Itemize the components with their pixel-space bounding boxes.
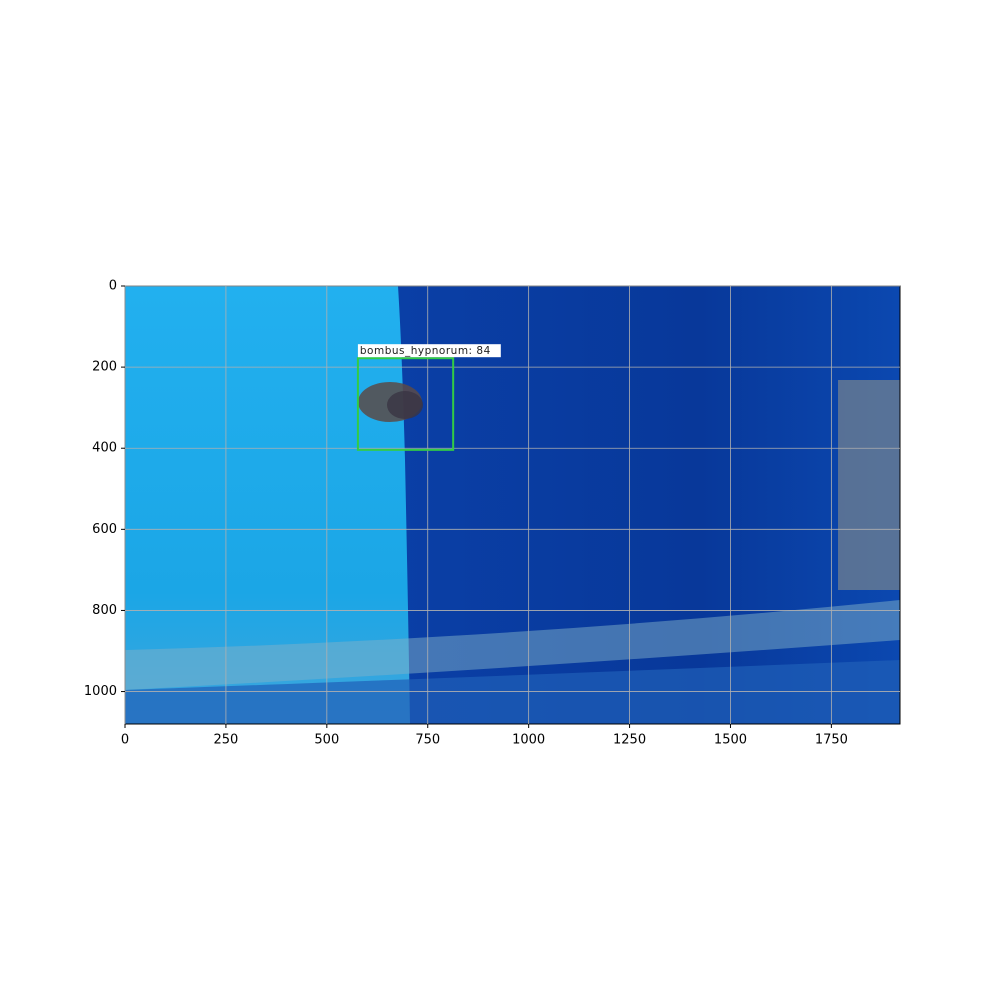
y-tick-label: 1000 <box>84 684 117 699</box>
y-tick-label: 200 <box>92 360 117 375</box>
x-tick-label: 750 <box>415 733 440 748</box>
x-tick-label: 1750 <box>815 733 848 748</box>
x-tick-label: 1250 <box>613 733 646 748</box>
x-tick-label: 0 <box>121 733 129 748</box>
photo <box>125 286 900 724</box>
y-tick-label: 0 <box>109 279 117 294</box>
x-tick-label: 500 <box>314 733 339 748</box>
x-tick-label: 1500 <box>714 733 747 748</box>
y-tick-label: 400 <box>92 441 117 456</box>
detection-label-bg <box>357 344 501 358</box>
x-tick-label: 1000 <box>512 733 545 748</box>
detection-label: bombus_hypnorum: 84 <box>360 345 491 357</box>
y-tick-label: 800 <box>92 603 117 618</box>
detection-box <box>356 357 455 451</box>
y-tick-label: 600 <box>92 522 117 537</box>
x-tick-label: 250 <box>213 733 238 748</box>
